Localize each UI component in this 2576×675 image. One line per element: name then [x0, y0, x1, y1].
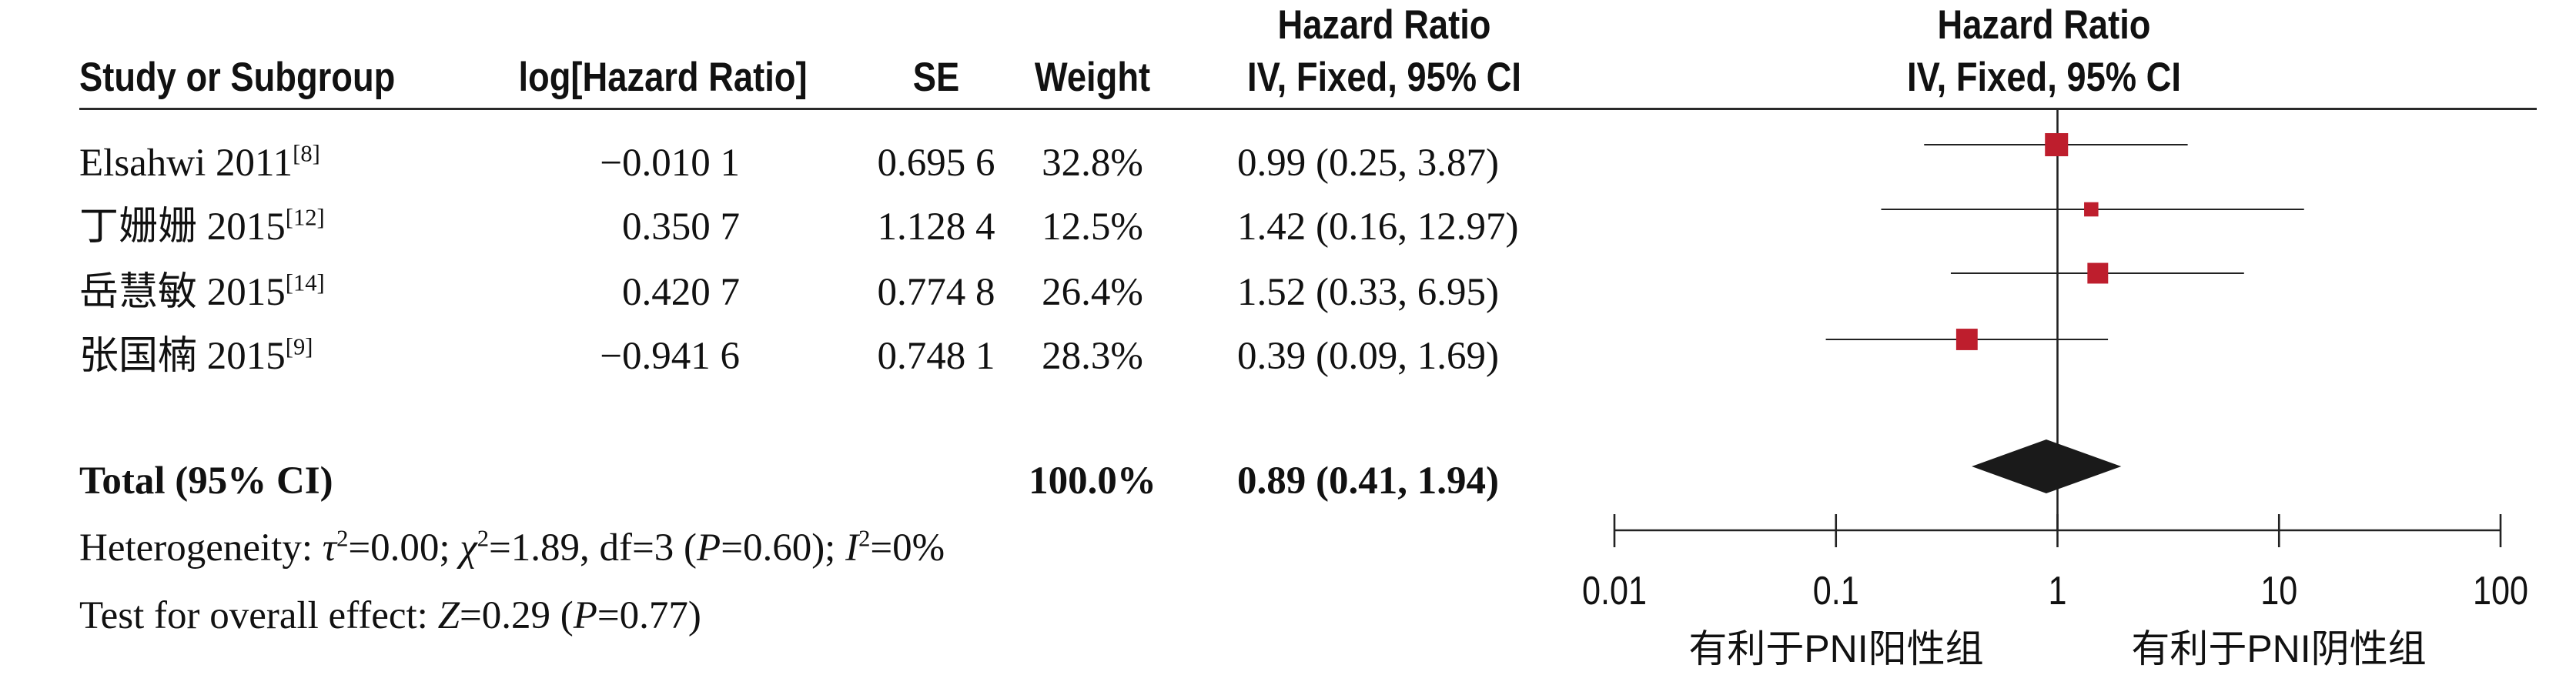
effect-square	[2087, 262, 2109, 284]
study-label: 张国楠 2015	[79, 335, 286, 378]
effect-square	[1955, 329, 1978, 350]
total-label: Total (95% CI)	[79, 459, 333, 503]
study-label: 丁姗姗 2015	[79, 206, 286, 249]
i-value: =0%	[870, 526, 945, 570]
z-value: =0.29 (	[459, 594, 574, 637]
p-symbol: P	[697, 526, 721, 570]
weight: 32.8%	[1042, 142, 1143, 185]
x-tick-label: 0.1	[1813, 569, 1859, 613]
total-weight: 100.0%	[1029, 459, 1156, 503]
reference-citation: [14]	[285, 269, 325, 296]
log-hr-column-header: log[Hazard Ratio]	[518, 55, 808, 100]
study-name: Elsahwi 2011[8]	[79, 140, 320, 186]
heterogeneity-label: Heterogeneity:	[79, 526, 323, 570]
reference-citation: [12]	[285, 204, 325, 231]
header-rule	[79, 108, 2537, 110]
overall-effect-text: Test for overall effect: Z=0.29 (P=0.77)	[79, 593, 701, 639]
weight: 28.3%	[1042, 335, 1143, 378]
x-tick-label: 10	[2260, 569, 2297, 613]
effect-square	[2084, 202, 2099, 217]
x-tick-label: 1	[2048, 569, 2066, 613]
standard-error: 0.695 6	[877, 142, 995, 185]
hazard-ratio-ci: 0.39 (0.09, 1.69)	[1237, 335, 1499, 378]
se-column-header: SE	[912, 55, 960, 100]
study-column-header: Study or Subgroup	[79, 55, 396, 100]
effect-square	[2045, 132, 2069, 157]
hr-method-column-header: IV, Fixed, 95% CI	[1247, 55, 1521, 100]
standard-error: 1.128 4	[877, 206, 995, 249]
favours-right-label: 有利于PNI阴性组	[2131, 627, 2427, 670]
p-value: =0.77)	[597, 594, 701, 637]
hazard-ratio-ci: 1.42 (0.16, 12.97)	[1237, 206, 1519, 249]
hazard-ratio-ci: 0.99 (0.25, 3.87)	[1237, 142, 1499, 185]
standard-error: 0.748 1	[877, 335, 995, 378]
log-hazard-ratio: 0.420 7	[622, 271, 740, 314]
weight-column-header: Weight	[1034, 55, 1151, 100]
x-tick-label: 0.01	[1582, 569, 1647, 613]
study-row: 丁姗姗 2015[12] 0.350 7 1.128 4 12.5% 1.42 …	[0, 204, 2576, 250]
chi-exponent: 2	[477, 525, 490, 552]
study-label: 岳慧敏 2015	[79, 271, 286, 314]
weight: 12.5%	[1042, 206, 1143, 249]
study-label: Elsahwi 2011	[79, 142, 293, 185]
favours-left-label: 有利于PNI阳性组	[1688, 627, 1984, 670]
log-hazard-ratio: −0.941 6	[600, 335, 740, 378]
log-hazard-ratio: −0.010 1	[600, 142, 740, 185]
heterogeneity-row: Heterogeneity: τ2=0.00; χ2=1.89, df=3 (P…	[0, 525, 2576, 571]
study-row: 岳慧敏 2015[14] 0.420 7 0.774 8 26.4% 1.52 …	[0, 269, 2576, 316]
plot-title: Hazard Ratio	[1937, 2, 2151, 48]
chi-value: =1.89, df=3 (	[489, 526, 698, 570]
hr-column-title: Hazard Ratio	[1277, 2, 1491, 48]
log-hazard-ratio: 0.350 7	[622, 206, 740, 249]
tau-exponent: 2	[336, 525, 349, 552]
plot-subtitle: IV, Fixed, 95% CI	[1907, 55, 2181, 100]
i-symbol: I	[845, 526, 859, 570]
study-row: Elsahwi 2011[8] −0.010 1 0.695 6 32.8% 0…	[0, 140, 2576, 186]
x-tick-label: 100	[2473, 569, 2528, 613]
tau-value: =0.00;	[348, 526, 460, 570]
total-row: Total (95% CI) 100.0% 0.89 (0.41, 1.94)	[0, 458, 2576, 504]
p-value: =0.60);	[721, 526, 846, 570]
overall-effect-row: Test for overall effect: Z=0.29 (P=0.77)	[0, 593, 2576, 639]
heterogeneity-text: Heterogeneity: τ2=0.00; χ2=1.89, df=3 (P…	[79, 525, 945, 571]
standard-error: 0.774 8	[877, 271, 995, 314]
total-hazard-ratio-ci: 0.89 (0.41, 1.94)	[1237, 459, 1499, 503]
i-exponent: 2	[858, 525, 871, 552]
study-name: 岳慧敏 2015[14]	[79, 269, 325, 316]
tau-symbol: τ	[322, 526, 337, 570]
reference-citation: [9]	[285, 333, 313, 360]
hazard-ratio-ci: 1.52 (0.33, 6.95)	[1237, 271, 1499, 314]
study-name: 张国楠 2015[9]	[79, 333, 313, 379]
reference-citation: [8]	[293, 140, 320, 167]
p-symbol: P	[573, 594, 597, 637]
weight: 26.4%	[1042, 271, 1143, 314]
pooled-diamond	[1972, 439, 2122, 493]
chi-symbol: χ	[460, 526, 477, 570]
z-symbol: Z	[437, 594, 460, 637]
study-name: 丁姗姗 2015[12]	[79, 204, 325, 250]
overall-effect-label: Test for overall effect:	[79, 594, 438, 637]
study-row: 张国楠 2015[9] −0.941 6 0.748 1 28.3% 0.39 …	[0, 333, 2576, 379]
